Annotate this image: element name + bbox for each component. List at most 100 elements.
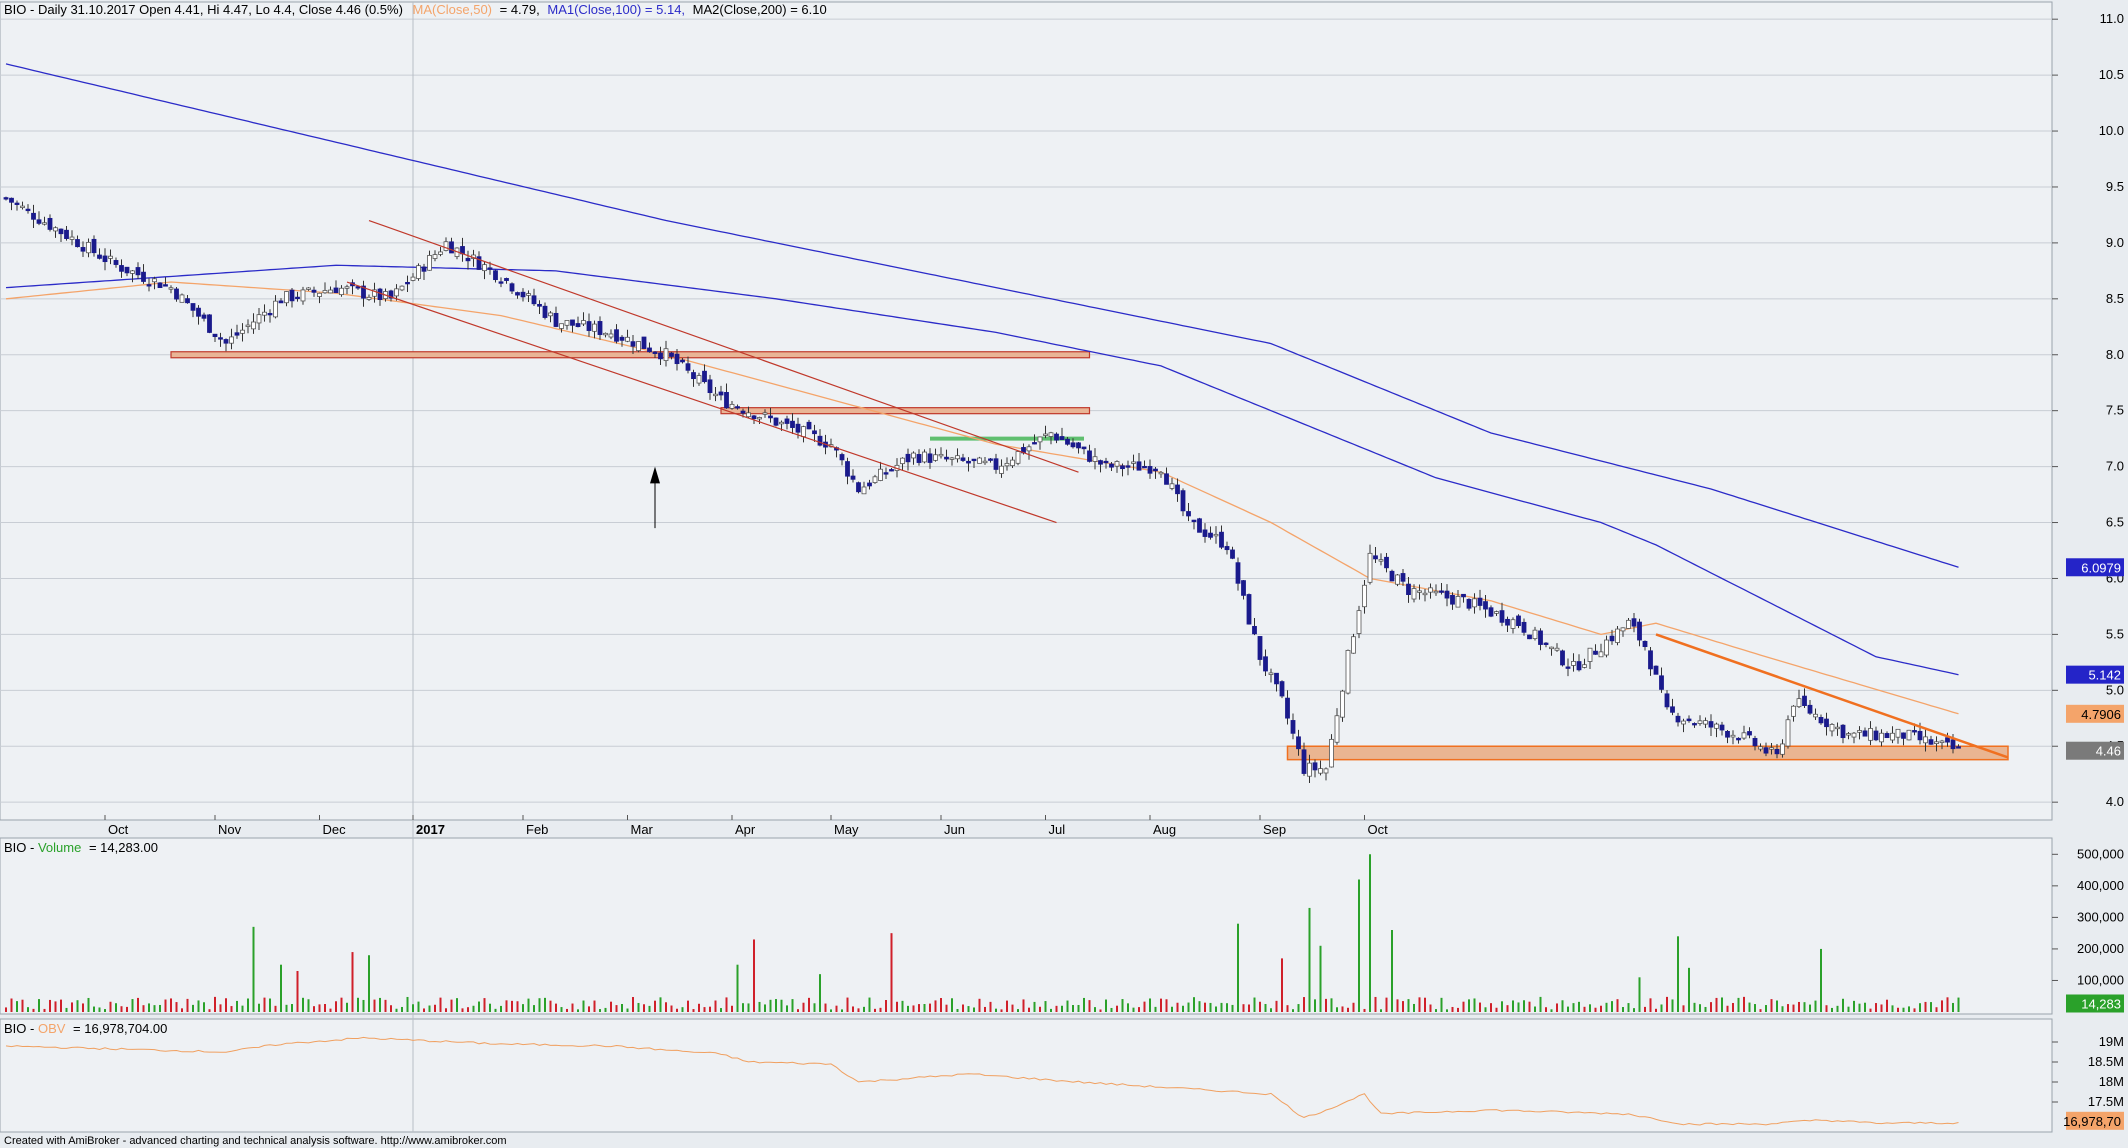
candle-body	[1059, 436, 1065, 440]
candle	[399, 285, 405, 292]
candle	[1373, 546, 1378, 564]
candle-body	[1730, 734, 1736, 738]
candle	[1934, 736, 1939, 752]
candle-body	[1153, 468, 1158, 472]
candle-body	[867, 482, 872, 487]
obv-tick-label: 18.5M	[2088, 1054, 2124, 1069]
candle-body	[91, 238, 97, 254]
candle	[1725, 730, 1730, 744]
candle	[1268, 668, 1274, 683]
candle	[1796, 689, 1802, 709]
candle	[91, 235, 97, 257]
candle	[867, 479, 872, 490]
candle	[933, 448, 938, 462]
candle	[1703, 717, 1708, 729]
candle	[498, 277, 504, 288]
candle	[1208, 526, 1213, 540]
candle-body	[141, 271, 146, 282]
candle	[856, 481, 861, 494]
candle	[1956, 744, 1961, 749]
candle	[179, 293, 185, 303]
candle-body	[1488, 607, 1494, 617]
candle-body	[80, 247, 86, 252]
candle-body	[658, 352, 663, 360]
candle	[696, 372, 702, 386]
candle-body	[861, 486, 867, 495]
candle-body	[399, 285, 405, 291]
candle	[146, 278, 152, 292]
candle	[806, 419, 812, 430]
candle-body	[218, 337, 223, 340]
candle-body	[432, 254, 438, 259]
candle-body	[1829, 724, 1835, 732]
candle	[1510, 617, 1516, 634]
candle	[1576, 654, 1582, 672]
candle-body	[845, 461, 850, 477]
candle	[839, 452, 845, 466]
candle	[878, 461, 883, 482]
candle	[542, 302, 548, 320]
candle	[113, 257, 119, 268]
candle	[1312, 759, 1318, 778]
candle	[1356, 605, 1362, 639]
candle	[339, 285, 344, 297]
candle	[1279, 680, 1285, 699]
candle-body	[1026, 446, 1032, 452]
candle	[97, 248, 102, 260]
candle-body	[1389, 570, 1395, 582]
candle-body	[1774, 749, 1780, 755]
candle	[1329, 734, 1334, 768]
candle-body	[1351, 636, 1356, 654]
candle	[575, 316, 581, 328]
candle	[1153, 466, 1158, 479]
candle	[1015, 451, 1021, 466]
candle-body	[1956, 746, 1961, 749]
candle-body	[713, 393, 718, 397]
candle	[680, 358, 685, 364]
candle-body	[966, 460, 971, 464]
candle	[190, 303, 196, 318]
candle	[278, 298, 284, 304]
candle	[746, 406, 751, 419]
candle-body	[438, 251, 443, 255]
candle-body	[1747, 731, 1752, 736]
candle	[520, 288, 526, 302]
candle	[982, 456, 988, 465]
candle	[152, 276, 157, 290]
candle-body	[1758, 746, 1763, 750]
candle-body	[1395, 574, 1400, 585]
candle-body	[663, 348, 669, 361]
candle-body	[999, 465, 1004, 474]
candle-body	[1340, 690, 1345, 718]
candle	[1642, 640, 1648, 651]
candle-body	[916, 454, 922, 463]
candle-body	[1659, 675, 1664, 690]
candle	[108, 249, 113, 265]
candle	[1131, 454, 1136, 471]
candle-body	[300, 289, 306, 302]
obv-tick-label: 19M	[2099, 1034, 2124, 1049]
candle	[1868, 721, 1873, 746]
obv-header: BIO - OBV = 16,978,704.00	[4, 1021, 167, 1036]
candle-body	[1285, 697, 1290, 719]
candle	[1681, 718, 1686, 733]
candle	[1070, 438, 1076, 449]
candle	[1461, 593, 1466, 603]
badge-close-box	[2066, 741, 2124, 760]
volume-pane	[0, 837, 2053, 1015]
x-tick-label: Aug	[1153, 822, 1176, 837]
candle	[944, 449, 949, 462]
volume-tick-label: 100,000	[2077, 972, 2124, 987]
price-tick-label: 7.0	[2106, 459, 2124, 474]
candle-body	[190, 303, 196, 311]
candle-body	[757, 417, 762, 420]
candle-body	[1494, 611, 1499, 614]
candle-body	[1543, 642, 1549, 645]
candle-body	[1483, 601, 1488, 610]
candle	[405, 275, 410, 292]
candle-body	[1219, 531, 1224, 548]
candle-body	[1714, 723, 1719, 729]
value-badges: 6.0979 5.142 4.7906 4.46 14,283 16,978,70	[2063, 558, 2124, 1130]
candle-body	[1345, 650, 1351, 694]
candle-body	[1928, 739, 1934, 745]
